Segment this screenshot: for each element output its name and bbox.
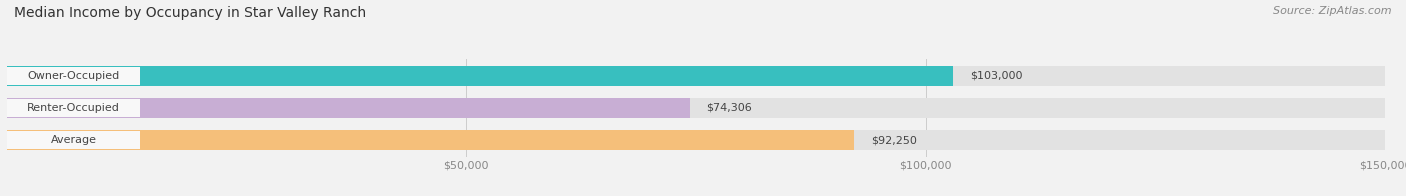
FancyBboxPatch shape	[7, 67, 141, 84]
Text: $92,250: $92,250	[870, 135, 917, 145]
FancyBboxPatch shape	[7, 66, 953, 86]
Text: Owner-Occupied: Owner-Occupied	[28, 71, 120, 81]
FancyBboxPatch shape	[7, 66, 1385, 86]
Text: $74,306: $74,306	[706, 103, 752, 113]
Text: Renter-Occupied: Renter-Occupied	[27, 103, 120, 113]
Text: Median Income by Occupancy in Star Valley Ranch: Median Income by Occupancy in Star Valle…	[14, 6, 366, 20]
Text: Source: ZipAtlas.com: Source: ZipAtlas.com	[1274, 6, 1392, 16]
Text: $103,000: $103,000	[970, 71, 1022, 81]
FancyBboxPatch shape	[7, 98, 1385, 118]
Text: Average: Average	[51, 135, 97, 145]
FancyBboxPatch shape	[7, 131, 141, 149]
FancyBboxPatch shape	[7, 99, 141, 117]
FancyBboxPatch shape	[7, 130, 855, 150]
FancyBboxPatch shape	[7, 98, 689, 118]
FancyBboxPatch shape	[7, 130, 1385, 150]
